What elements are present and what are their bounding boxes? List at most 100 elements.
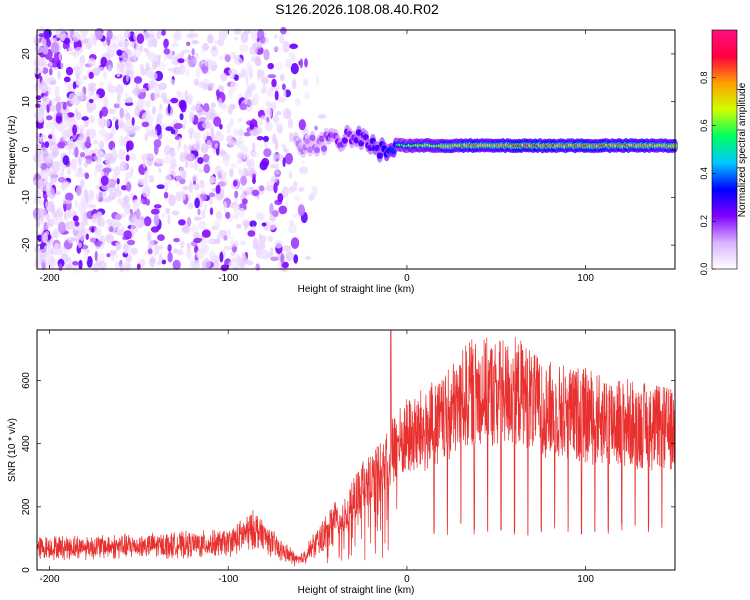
spectrogram-cell	[225, 211, 231, 219]
spectrogram-cell	[260, 77, 269, 84]
spectrogram-cell	[150, 208, 160, 215]
spectrogram-cell	[206, 139, 213, 149]
spectrogram-cell	[192, 132, 201, 140]
spectrogram-cell	[283, 245, 292, 252]
snr-y-tick-label: 0	[21, 567, 32, 573]
spectrogram-cell	[193, 216, 202, 221]
spectrogram-cell	[139, 87, 147, 93]
spectrogram-y-label: Frequency (Hz)	[7, 116, 18, 185]
spectrogram-cell	[172, 259, 181, 270]
spectrogram-cell	[288, 224, 297, 234]
spectrogram-cell	[81, 116, 89, 121]
spectrogram-cell	[252, 42, 257, 50]
spectrogram-cell	[124, 32, 128, 39]
spectrogram-cell	[98, 152, 106, 159]
spectrogram-cell	[218, 98, 223, 107]
spectrogram-cell	[58, 263, 63, 272]
spectrogram-cell	[176, 249, 184, 256]
spectrogram-cell	[78, 242, 82, 248]
spectrogram-cell	[311, 185, 318, 197]
spectrogram-cell	[236, 223, 242, 229]
spectrogram-cell	[91, 226, 95, 233]
spectrogram-cell	[135, 198, 142, 206]
spectrogram-cell	[116, 94, 121, 103]
spectrogram-cell	[202, 82, 209, 91]
spectrogram-cell	[299, 58, 303, 69]
spectrogram-cell	[133, 125, 141, 131]
spectrogram-cell	[159, 62, 166, 71]
spectrogram-cell	[190, 105, 200, 112]
spectrogram-cell	[177, 58, 185, 64]
spectrogram-cell	[285, 251, 294, 261]
colorbar-tick-label: 0.0	[699, 263, 709, 276]
spectrogram-cell	[116, 49, 123, 56]
spectrogram-x-tick-label: 0	[404, 273, 410, 284]
spectrogram-x-tick-label: -200	[40, 273, 60, 284]
spectrogram-cell	[143, 216, 152, 227]
spectrogram-cell	[188, 181, 194, 193]
spectrogram-cell	[222, 29, 229, 37]
spectrogram-cell	[79, 128, 84, 140]
spectrogram-x-label: Height of straight line (km)	[298, 284, 415, 295]
spectrogram-cell	[136, 263, 141, 270]
spectrogram-cell	[191, 259, 200, 271]
spectrogram-cell	[314, 125, 318, 131]
spectrogram-cell	[238, 207, 246, 218]
spectrogram-cell	[130, 216, 138, 224]
spectrogram-cell	[243, 170, 250, 177]
spectrogram-cell	[259, 235, 267, 243]
spectrogram-cell	[176, 52, 181, 59]
spectrogram-cell	[298, 187, 305, 192]
snr-panel: -200 -100 0 100 0 200 400 600 Height of straig…	[7, 329, 676, 596]
spectrogram-cell	[222, 153, 231, 161]
spectrogram-cell	[95, 193, 100, 201]
spectrogram-cell	[201, 110, 207, 116]
spectrogram-cell	[78, 259, 83, 270]
spectrogram-cell	[97, 116, 104, 128]
spectrogram-cell	[212, 46, 217, 52]
spectrogram-cell	[49, 79, 57, 86]
spectrogram-cell	[236, 136, 245, 149]
spectrogram-cell	[155, 158, 165, 165]
spectrogram-cell	[127, 254, 133, 263]
spectrogram-cell	[239, 103, 248, 111]
spectrogram-cell	[178, 137, 182, 149]
spectrogram-cell	[72, 81, 77, 90]
spectrogram-cell	[123, 48, 132, 61]
spectrogram-cell	[197, 157, 204, 164]
spectrogram-cell	[38, 65, 44, 74]
spectrogram-cell	[94, 227, 102, 236]
spectrogram-cell	[129, 209, 133, 214]
spectrogram-cell	[239, 44, 249, 53]
spectrogram-cell	[193, 231, 200, 239]
spectrogram-cell	[156, 261, 160, 266]
spectrogram-cell	[108, 192, 117, 201]
spectrogram-cell	[79, 152, 86, 158]
spectrogram-cell	[288, 185, 298, 192]
spectrogram-cell	[49, 171, 58, 183]
spectrogram-cell	[215, 238, 221, 245]
spectrogram-cell	[167, 251, 173, 263]
spectrogram-cell	[200, 143, 209, 154]
spectrogram-cell	[259, 185, 265, 192]
spectrogram-cell	[100, 56, 108, 68]
spectrogram-cell	[228, 87, 234, 99]
spectrogram-cell	[39, 82, 49, 93]
spectrogram-cell	[124, 112, 129, 119]
spectrogram-cell	[256, 136, 264, 141]
spectrogram-cell	[111, 255, 115, 262]
colorbar: 0.0 0.2 0.4 0.6 0.8 Normalized spectral ampl…	[699, 29, 748, 276]
spectrogram-cell	[273, 114, 279, 123]
spectrogram-cell	[121, 185, 128, 191]
spectrogram-cell	[48, 134, 53, 139]
spectrogram-cell	[261, 249, 270, 260]
spectrogram-cell	[213, 220, 221, 231]
spectrogram-cell	[46, 155, 51, 163]
spectrogram-cell	[92, 66, 101, 76]
spectrogram-cell	[134, 106, 141, 117]
spectrogram-cell	[75, 91, 83, 97]
spectrogram-cell	[234, 74, 239, 81]
spectrogram-cell	[123, 195, 130, 205]
spectrogram-y-tick-label: 20	[21, 48, 32, 60]
